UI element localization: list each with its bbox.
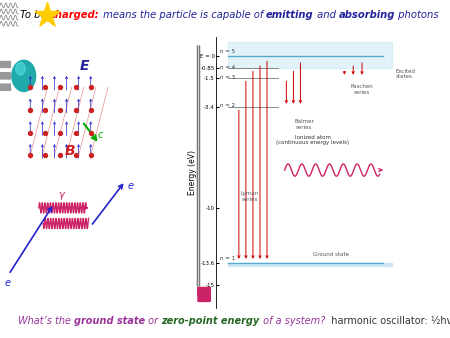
Text: charged:: charged: [50,9,99,20]
Text: e: e [127,182,134,191]
Point [87,107,94,113]
Text: emitting: emitting [266,9,314,20]
Text: e: e [4,278,10,288]
Text: $\gamma$: $\gamma$ [58,190,67,202]
Point [72,84,79,90]
Point [72,153,79,158]
Text: Ground state: Ground state [313,251,349,257]
Point [27,153,34,158]
Text: and: and [314,9,339,20]
Point [42,130,49,135]
Point [57,84,64,90]
Point [57,107,64,113]
Point [87,130,94,135]
Point [57,130,64,135]
Circle shape [16,63,25,75]
Point [87,153,94,158]
Text: of a system?: of a system? [260,316,325,326]
Text: c: c [97,130,103,140]
Circle shape [12,60,36,92]
Text: n = 2: n = 2 [220,103,234,108]
Text: To be: To be [20,9,50,20]
Point [72,130,79,135]
Text: ground state: ground state [74,316,145,326]
Point [42,153,49,158]
Point [72,107,79,113]
Text: Lyman
series: Lyman series [240,191,259,202]
Text: zero-point energy: zero-point energy [162,316,260,326]
Y-axis label: Energy (eV): Energy (eV) [188,150,197,195]
Text: Paschen
series: Paschen series [351,84,374,95]
Text: Excited
states: Excited states [396,69,415,79]
Text: E: E [80,59,90,73]
Text: harmonic oscillator: ½hν: harmonic oscillator: ½hν [325,316,450,326]
Text: n = 5: n = 5 [220,49,234,54]
Point [44,12,51,17]
Text: B: B [65,144,76,158]
Text: n = 3: n = 3 [220,75,234,80]
Text: Balmer
series: Balmer series [294,119,314,130]
Text: Ionized atom
(continuous energy levels): Ionized atom (continuous energy levels) [276,135,349,145]
Point [27,130,34,135]
Text: n = 1: n = 1 [220,256,234,261]
Point [42,107,49,113]
Text: or: or [145,316,162,326]
Point [27,84,34,90]
Point [57,153,64,158]
Point [27,107,34,113]
Point [42,84,49,90]
Text: photons: photons [395,9,439,20]
Text: means the particle is capable of: means the particle is capable of [99,9,266,20]
Text: What’s the: What’s the [18,316,74,326]
Text: n = 4: n = 4 [220,65,234,70]
Point [87,84,94,90]
Text: absorbing: absorbing [339,9,395,20]
